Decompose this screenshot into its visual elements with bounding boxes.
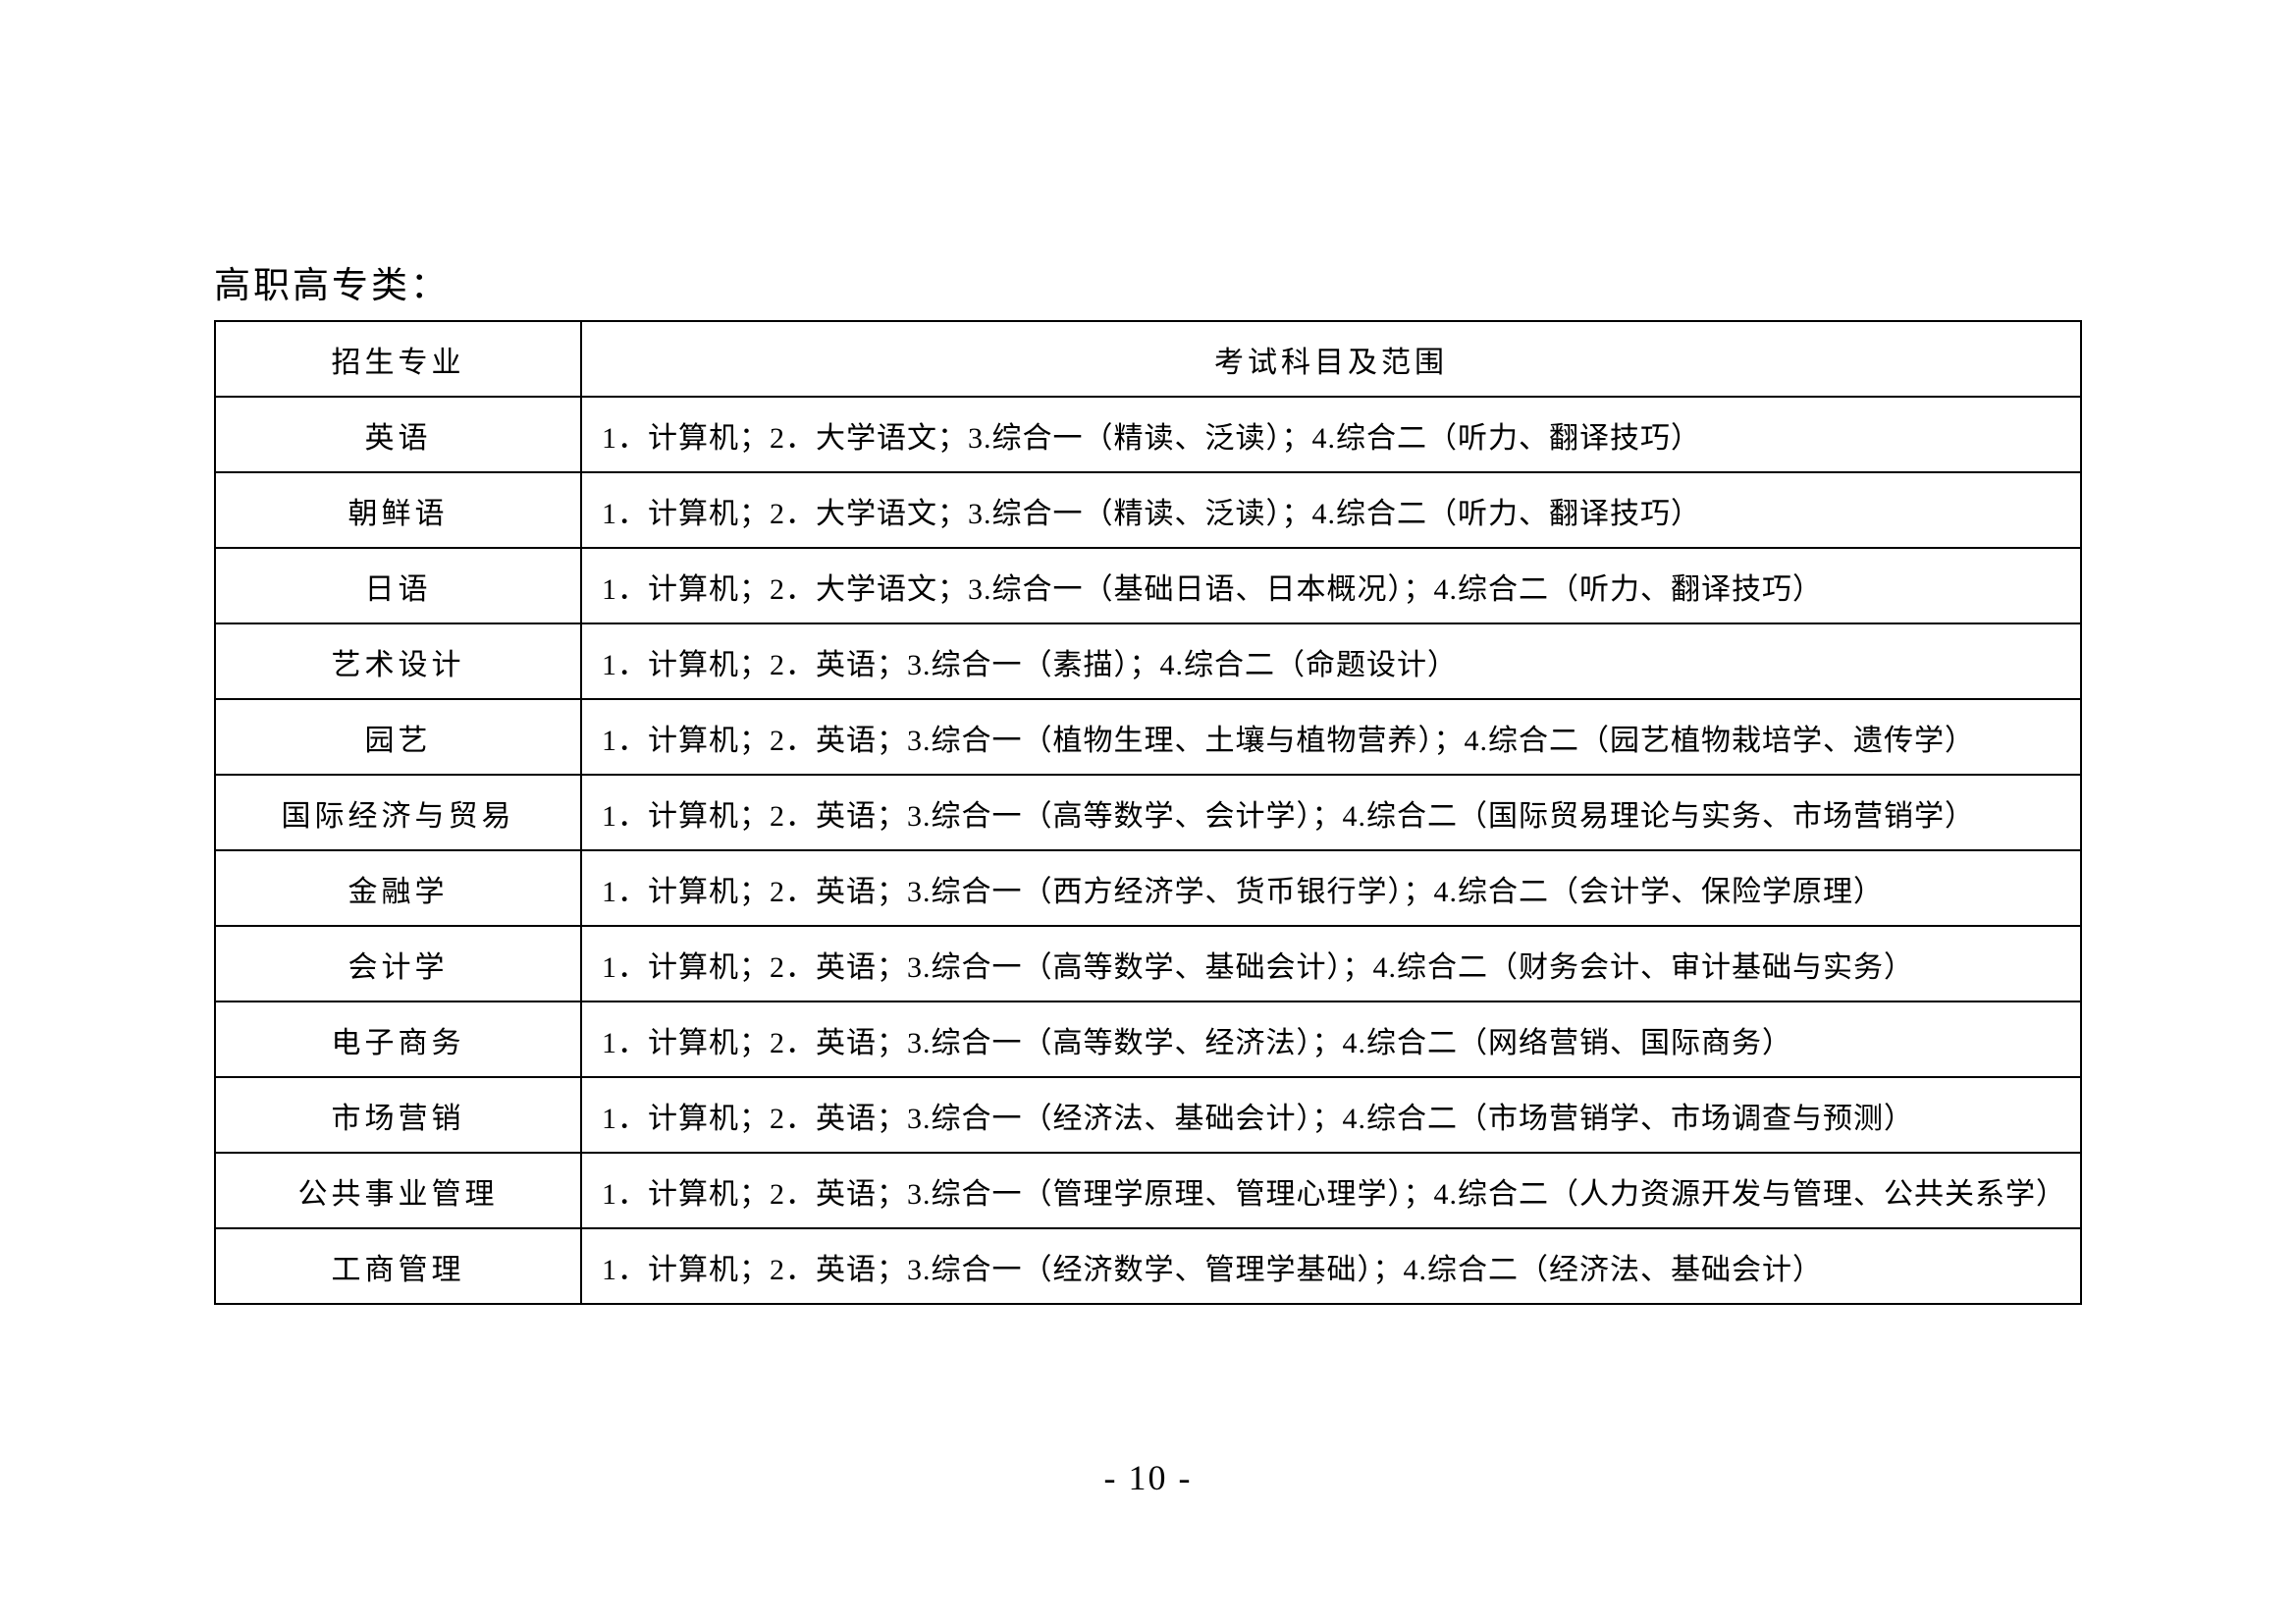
cell-major: 金融学 bbox=[215, 850, 581, 926]
table-row: 公共事业管理 1．计算机；2．英语；3.综合一（管理学原理、管理心理学）；4.综… bbox=[215, 1153, 2081, 1228]
table-header-row: 招生专业 考试科目及范围 bbox=[215, 321, 2081, 397]
cell-scope: 1．计算机；2．英语；3.综合一（经济法、基础会计）；4.综合二（市场营销学、市… bbox=[581, 1077, 2081, 1153]
cell-major: 电子商务 bbox=[215, 1001, 581, 1077]
table-row: 日语 1．计算机；2．大学语文；3.综合一（基础日语、日本概况）；4.综合二（听… bbox=[215, 548, 2081, 623]
table-row: 工商管理 1．计算机；2．英语；3.综合一（经济数学、管理学基础）；4.综合二（… bbox=[215, 1228, 2081, 1304]
cell-scope: 1．计算机；2．大学语文；3.综合一（精读、泛读）；4.综合二（听力、翻译技巧） bbox=[581, 472, 2081, 548]
page-container: 高职高专类： 招生专业 考试科目及范围 英语 1．计算机；2．大学语文；3.综合… bbox=[0, 0, 2296, 1624]
col-header-major: 招生专业 bbox=[215, 321, 581, 397]
cell-scope: 1．计算机；2．英语；3.综合一（素描）；4.综合二（命题设计） bbox=[581, 623, 2081, 699]
cell-major: 朝鲜语 bbox=[215, 472, 581, 548]
page-number: - 10 - bbox=[0, 1457, 2296, 1498]
table-row: 市场营销 1．计算机；2．英语；3.综合一（经济法、基础会计）；4.综合二（市场… bbox=[215, 1077, 2081, 1153]
cell-major: 日语 bbox=[215, 548, 581, 623]
table-row: 艺术设计 1．计算机；2．英语；3.综合一（素描）；4.综合二（命题设计） bbox=[215, 623, 2081, 699]
cell-major: 会计学 bbox=[215, 926, 581, 1001]
cell-scope: 1．计算机；2．大学语文；3.综合一（基础日语、日本概况）；4.综合二（听力、翻… bbox=[581, 548, 2081, 623]
table-row: 会计学 1．计算机；2．英语；3.综合一（高等数学、基础会计）；4.综合二（财务… bbox=[215, 926, 2081, 1001]
cell-scope: 1．计算机；2．英语；3.综合一（植物生理、土壤与植物营养）；4.综合二（园艺植… bbox=[581, 699, 2081, 775]
cell-scope: 1．计算机；2．英语；3.综合一（高等数学、经济法）；4.综合二（网络营销、国际… bbox=[581, 1001, 2081, 1077]
cell-scope: 1．计算机；2．英语；3.综合一（经济数学、管理学基础）；4.综合二（经济法、基… bbox=[581, 1228, 2081, 1304]
table-row: 金融学 1．计算机；2．英语；3.综合一（西方经济学、货币银行学）；4.综合二（… bbox=[215, 850, 2081, 926]
table-row: 英语 1．计算机；2．大学语文；3.综合一（精读、泛读）；4.综合二（听力、翻译… bbox=[215, 397, 2081, 472]
cell-major: 艺术设计 bbox=[215, 623, 581, 699]
cell-major: 国际经济与贸易 bbox=[215, 775, 581, 850]
cell-major: 市场营销 bbox=[215, 1077, 581, 1153]
table-row: 国际经济与贸易 1．计算机；2．英语；3.综合一（高等数学、会计学）；4.综合二… bbox=[215, 775, 2081, 850]
cell-major: 英语 bbox=[215, 397, 581, 472]
majors-table: 招生专业 考试科目及范围 英语 1．计算机；2．大学语文；3.综合一（精读、泛读… bbox=[214, 320, 2082, 1305]
cell-major: 工商管理 bbox=[215, 1228, 581, 1304]
table-row: 园艺 1．计算机；2．英语；3.综合一（植物生理、土壤与植物营养）；4.综合二（… bbox=[215, 699, 2081, 775]
cell-major: 园艺 bbox=[215, 699, 581, 775]
cell-major: 公共事业管理 bbox=[215, 1153, 581, 1228]
cell-scope: 1．计算机；2．英语；3.综合一（高等数学、会计学）；4.综合二（国际贸易理论与… bbox=[581, 775, 2081, 850]
section-heading: 高职高专类： bbox=[214, 255, 2082, 308]
table-row: 朝鲜语 1．计算机；2．大学语文；3.综合一（精读、泛读）；4.综合二（听力、翻… bbox=[215, 472, 2081, 548]
col-header-scope: 考试科目及范围 bbox=[581, 321, 2081, 397]
cell-scope: 1．计算机；2．英语；3.综合一（管理学原理、管理心理学）；4.综合二（人力资源… bbox=[581, 1153, 2081, 1228]
table-body: 英语 1．计算机；2．大学语文；3.综合一（精读、泛读）；4.综合二（听力、翻译… bbox=[215, 397, 2081, 1304]
cell-scope: 1．计算机；2．英语；3.综合一（西方经济学、货币银行学）；4.综合二（会计学、… bbox=[581, 850, 2081, 926]
cell-scope: 1．计算机；2．大学语文；3.综合一（精读、泛读）；4.综合二（听力、翻译技巧） bbox=[581, 397, 2081, 472]
table-row: 电子商务 1．计算机；2．英语；3.综合一（高等数学、经济法）；4.综合二（网络… bbox=[215, 1001, 2081, 1077]
cell-scope: 1．计算机；2．英语；3.综合一（高等数学、基础会计）；4.综合二（财务会计、审… bbox=[581, 926, 2081, 1001]
